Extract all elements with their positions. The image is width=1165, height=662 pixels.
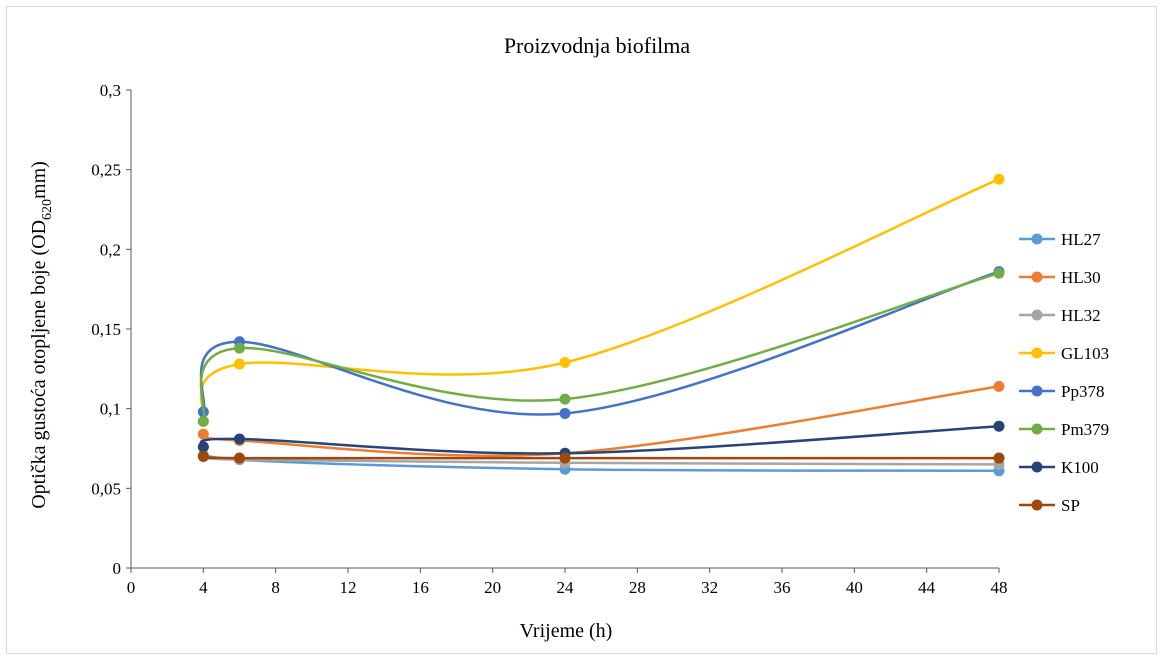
data-point-hl30 (197, 428, 209, 440)
series-line-pp378 (199, 270, 1001, 416)
legend-item-hl27: HL27 (1019, 230, 1101, 249)
x-tick-label: 20 (484, 578, 501, 597)
x-tick-label: 16 (412, 578, 429, 597)
legend-label-pp378: Pp378 (1061, 382, 1104, 401)
legend-marker-hl27 (1031, 233, 1043, 245)
x-axis-title: Vrijeme (h) (520, 620, 613, 642)
legend-label-pm379: Pm379 (1061, 420, 1109, 439)
data-point-sp (559, 452, 571, 464)
y-axis-title-prefix: Optička gustoća otopljene boje (OD (28, 220, 50, 509)
data-point-k100 (234, 433, 245, 445)
data-point-pm379 (993, 267, 1005, 279)
legend-item-sp: SP (1019, 496, 1080, 515)
y-tick-label: 0,15 (91, 320, 121, 339)
data-point-pp378 (559, 407, 571, 419)
series-pm379 (197, 267, 1005, 427)
series-k100 (197, 420, 1005, 459)
legend-label-sp: SP (1061, 496, 1080, 515)
legend-marker-k100 (1031, 461, 1043, 473)
x-tick-label: 44 (918, 578, 936, 597)
legend-item-k100: K100 (1019, 458, 1099, 477)
series-sp (197, 450, 1005, 464)
series-line-pm379 (199, 271, 1001, 423)
axes: 00,050,10,150,20,250,30 4 8 12 16 20 24 28 32 36 4… (91, 81, 1007, 597)
x-tick-label: 40 (846, 578, 863, 597)
data-point-k100 (197, 441, 209, 453)
x-tick-label: 0 (127, 578, 136, 597)
line-chart: Proizvodnja biofilma Optička gustoća oto… (28, 33, 1109, 642)
series-layer (197, 173, 1005, 477)
legend-label-k100: K100 (1061, 458, 1099, 477)
legend-label-gl103: GL103 (1061, 344, 1109, 363)
legend: HL27 HL30 HL32 GL103 Pp378 Pm379 K100 SP (1019, 230, 1109, 515)
y-axis-title: Optička gustoća otopljene boje (OD620mm) (28, 161, 55, 509)
legend-marker-gl103 (1031, 347, 1043, 359)
data-point-sp (993, 452, 1005, 464)
data-point-pm379 (234, 342, 245, 354)
data-point-pm379 (197, 415, 209, 427)
data-point-gl103 (993, 173, 1005, 185)
legend-label-hl32: HL32 (1061, 306, 1101, 325)
y-tick-label: 0,1 (100, 400, 121, 419)
legend-item-hl30: HL30 (1019, 268, 1101, 287)
y-axis-title-suffix: mm) (28, 161, 50, 199)
y-tick-label: 0,05 (91, 479, 121, 498)
legend-marker-pp378 (1031, 385, 1043, 397)
y-axis-title-subscript: 620 (40, 199, 55, 220)
x-tick-label: 28 (629, 578, 646, 597)
x-tick-label: 36 (774, 578, 791, 597)
series-line-hl30 (199, 385, 1001, 457)
x-tick-label: 48 (991, 578, 1008, 597)
legend-label-hl30: HL30 (1061, 268, 1101, 287)
legend-item-gl103: GL103 (1019, 344, 1109, 363)
series-line-k100 (199, 424, 1001, 455)
legend-marker-hl32 (1031, 309, 1043, 321)
x-tick-label: 8 (271, 578, 280, 597)
legend-marker-sp (1031, 499, 1043, 511)
series-line-sp (199, 455, 1001, 460)
legend-item-pm379: Pm379 (1019, 420, 1109, 439)
y-tick-label: 0 (113, 559, 122, 578)
data-point-sp (234, 452, 245, 464)
chart-frame: Proizvodnja biofilma Optička gustoća oto… (6, 6, 1157, 654)
chart-title: Proizvodnja biofilma (504, 33, 691, 58)
y-tick-label: 0,25 (91, 161, 121, 180)
y-tick-label: 0,2 (100, 240, 121, 259)
x-tick-label: 4 (199, 578, 208, 597)
data-point-sp (197, 450, 209, 462)
series-pp378 (197, 266, 1005, 419)
data-point-k100 (993, 420, 1005, 432)
legend-label-hl27: HL27 (1061, 230, 1101, 249)
legend-marker-pm379 (1031, 423, 1043, 435)
data-point-gl103 (234, 358, 245, 370)
x-tick-label: 12 (340, 578, 357, 597)
legend-marker-hl30 (1031, 271, 1043, 283)
series-gl103 (197, 173, 1005, 427)
x-tick-label: 24 (557, 578, 575, 597)
series-hl30 (197, 380, 1005, 459)
series-line-gl103 (199, 177, 1001, 423)
x-tick-label: 32 (701, 578, 718, 597)
data-point-hl30 (993, 380, 1005, 392)
data-point-pm379 (559, 393, 571, 405)
legend-item-hl32: HL32 (1019, 306, 1101, 325)
legend-item-pp378: Pp378 (1019, 382, 1104, 401)
y-tick-label: 0,3 (100, 81, 121, 100)
data-point-gl103 (559, 356, 571, 368)
